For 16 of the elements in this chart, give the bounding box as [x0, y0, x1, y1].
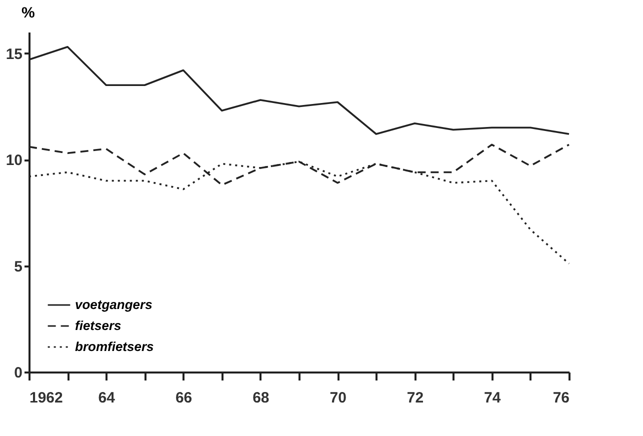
x-tick-label: 66 [175, 390, 192, 406]
x-tick-label: 68 [252, 390, 270, 406]
x-tick-label: 72 [406, 390, 424, 406]
y-tick-label: 10 [6, 152, 22, 169]
legend-label: fietsers [75, 318, 122, 333]
y-tick-label: 5 [14, 258, 22, 276]
legend-label: voetgangers [75, 297, 152, 312]
y-tick-label: 0 [14, 364, 22, 382]
x-tick-label: 76 [552, 390, 570, 406]
y-tick-label: 15 [6, 46, 22, 63]
x-tick-label: 70 [330, 390, 346, 406]
x-tick-label: 74 [484, 390, 502, 406]
x-tick-label: 1962 [30, 390, 63, 406]
y-axis-title: % [22, 4, 35, 22]
legend-label: bromfietsers [75, 339, 154, 354]
x-tick-label: 64 [98, 390, 116, 406]
